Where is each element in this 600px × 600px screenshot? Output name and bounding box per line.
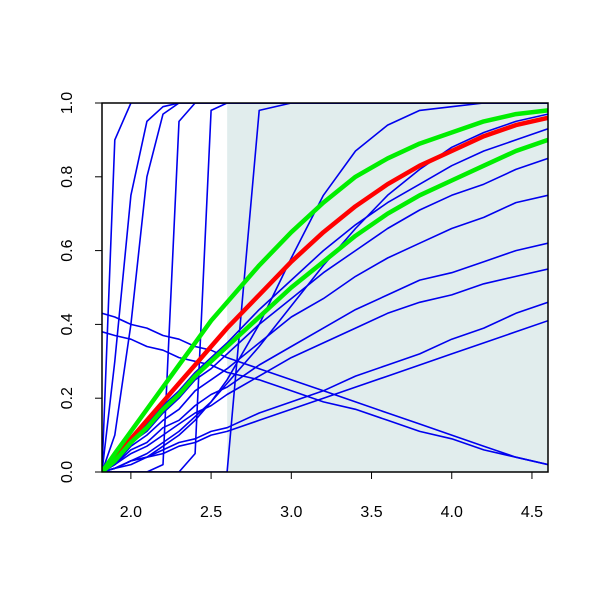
series-line: [102, 268, 548, 472]
series-line: [102, 137, 548, 472]
shaded-band: [227, 103, 548, 472]
series-line: [102, 128, 548, 472]
series-line: [102, 115, 548, 472]
x-tick-label: 2.5: [200, 504, 222, 521]
series-line: [102, 113, 548, 472]
series-line: [102, 312, 548, 466]
series-line: [102, 331, 548, 466]
y-tick-label: 1.0: [59, 92, 76, 114]
x-tick-label: 2.0: [120, 504, 142, 521]
x-tick-label: 4.5: [521, 504, 543, 521]
series-line: [102, 103, 548, 472]
plot-frame: [101, 102, 549, 473]
series-line: [102, 103, 548, 472]
y-tick-label: 0.2: [59, 387, 76, 409]
series-line: [102, 103, 548, 472]
x-tick-label: 3.5: [360, 504, 382, 521]
y-tick-label: 0.0: [59, 461, 76, 483]
y-tick-label: 0.6: [59, 239, 76, 261]
series-line: [102, 108, 548, 472]
series-line: [102, 242, 548, 472]
x-tick-label: 3.0: [280, 504, 302, 521]
y-tick-label: 0.4: [59, 313, 76, 335]
series-line: [102, 103, 548, 472]
x-tick-label: 4.0: [441, 504, 463, 521]
plot-area: [102, 103, 548, 472]
y-tick-label: 0.8: [59, 166, 76, 188]
series-line: [102, 194, 548, 472]
